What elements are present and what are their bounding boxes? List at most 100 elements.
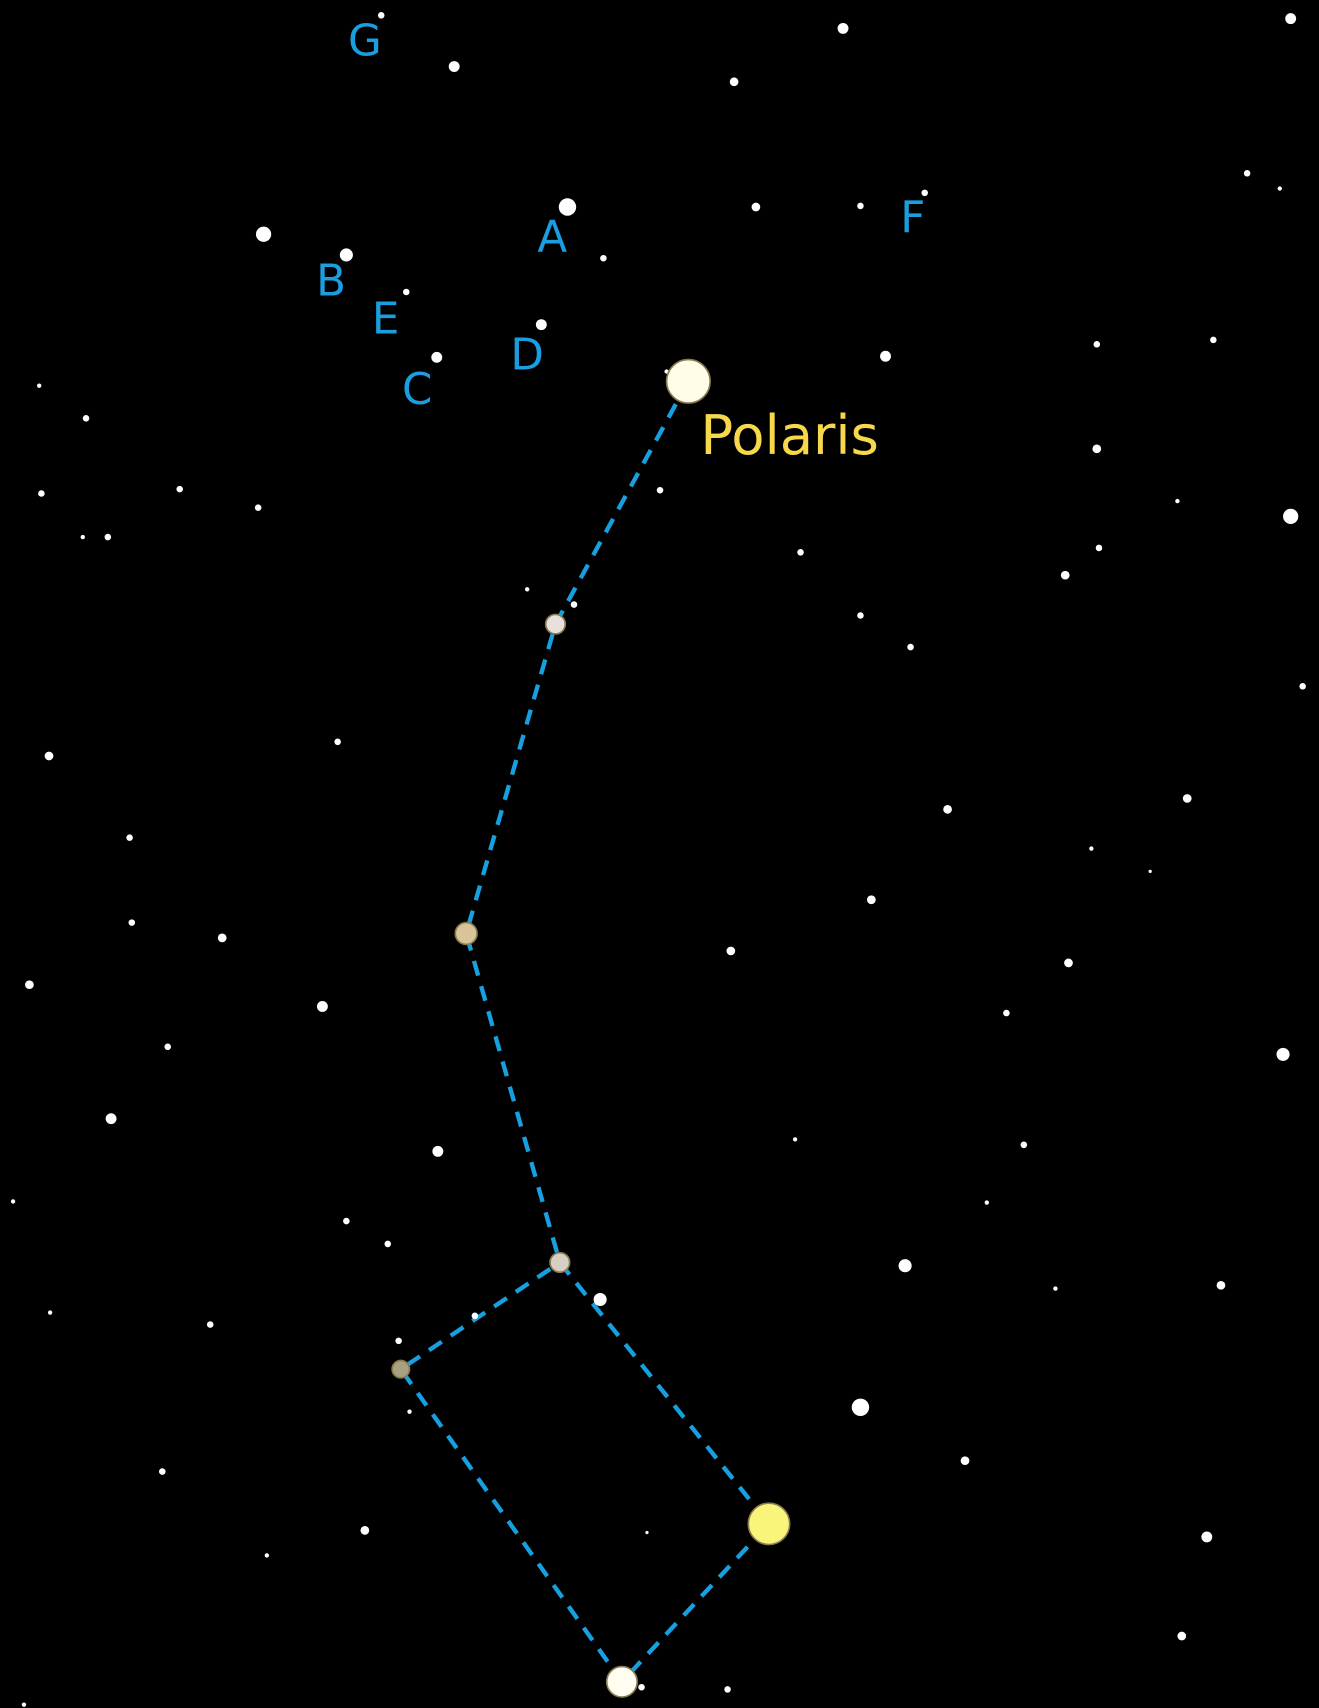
star <box>535 319 547 331</box>
star <box>206 1321 214 1328</box>
star <box>729 77 739 87</box>
star <box>47 1310 53 1315</box>
constellation-line <box>397 380 772 1686</box>
star <box>264 1553 270 1558</box>
star <box>255 226 272 242</box>
star <box>524 587 530 592</box>
star <box>126 834 133 841</box>
star <box>25 980 34 990</box>
star <box>1092 444 1102 454</box>
star <box>1053 1286 1058 1291</box>
dipper-star <box>747 1502 791 1546</box>
star <box>570 601 578 608</box>
star <box>1283 508 1299 524</box>
star <box>334 738 341 746</box>
star <box>395 1337 402 1345</box>
star-label: E <box>372 294 400 344</box>
star <box>1175 498 1180 504</box>
stars <box>10 12 1306 1707</box>
star-label: D <box>510 330 544 380</box>
star <box>128 919 136 926</box>
star <box>1089 846 1094 851</box>
star <box>377 12 385 19</box>
star <box>645 1530 649 1535</box>
dipper-star <box>665 358 711 404</box>
star <box>316 1001 328 1012</box>
star <box>37 383 42 388</box>
star <box>1210 336 1217 344</box>
star <box>984 1200 989 1205</box>
star <box>1020 1141 1028 1149</box>
star <box>159 1468 166 1475</box>
star <box>1148 869 1152 874</box>
star <box>1182 794 1192 803</box>
star <box>880 350 891 362</box>
star <box>1093 340 1101 348</box>
star <box>792 1137 798 1142</box>
star <box>339 248 353 262</box>
star <box>164 1043 172 1051</box>
star-label: G <box>348 17 382 67</box>
star <box>343 1217 350 1225</box>
star <box>1064 958 1073 968</box>
star <box>10 1199 16 1204</box>
dipper-star <box>544 613 567 635</box>
star <box>1276 1047 1290 1061</box>
star <box>217 933 227 943</box>
star <box>360 1526 370 1535</box>
star <box>907 643 914 651</box>
star <box>471 1312 479 1320</box>
star <box>837 22 849 34</box>
star <box>1060 570 1070 580</box>
star <box>1201 1531 1213 1543</box>
star <box>1285 13 1297 25</box>
star <box>724 1686 731 1693</box>
star <box>254 504 262 511</box>
star <box>851 1398 870 1417</box>
star <box>432 1145 444 1157</box>
star <box>857 202 864 210</box>
star <box>80 534 85 540</box>
dipper-star <box>454 921 478 946</box>
star <box>1216 1280 1226 1290</box>
star-label: B <box>316 256 346 306</box>
star <box>726 946 736 956</box>
star <box>857 612 864 619</box>
star <box>600 254 607 262</box>
star <box>407 1409 412 1414</box>
dipper-star <box>549 1251 571 1274</box>
star-name: Polaris <box>700 403 879 467</box>
star <box>593 1292 607 1307</box>
star-label: A <box>537 213 567 263</box>
star <box>1299 682 1306 690</box>
star-label: C <box>402 365 432 415</box>
dipper-star <box>605 1665 638 1698</box>
star-label: F <box>900 193 925 243</box>
star <box>384 1240 392 1248</box>
star <box>82 415 90 422</box>
star <box>38 490 45 497</box>
star <box>105 1113 117 1125</box>
star <box>656 486 664 494</box>
star <box>943 804 952 814</box>
star <box>751 202 761 212</box>
star <box>1277 186 1282 191</box>
star <box>960 1456 970 1466</box>
star <box>448 61 460 72</box>
star <box>558 198 577 216</box>
star <box>866 895 876 905</box>
star <box>104 533 112 541</box>
star <box>1243 169 1251 177</box>
star <box>898 1259 912 1273</box>
star <box>21 1702 27 1707</box>
star <box>1095 544 1103 552</box>
star <box>921 189 928 197</box>
star <box>402 288 410 296</box>
star <box>1003 1009 1010 1017</box>
star <box>1177 1631 1187 1641</box>
star <box>44 751 54 761</box>
dipper-star <box>391 1359 411 1379</box>
